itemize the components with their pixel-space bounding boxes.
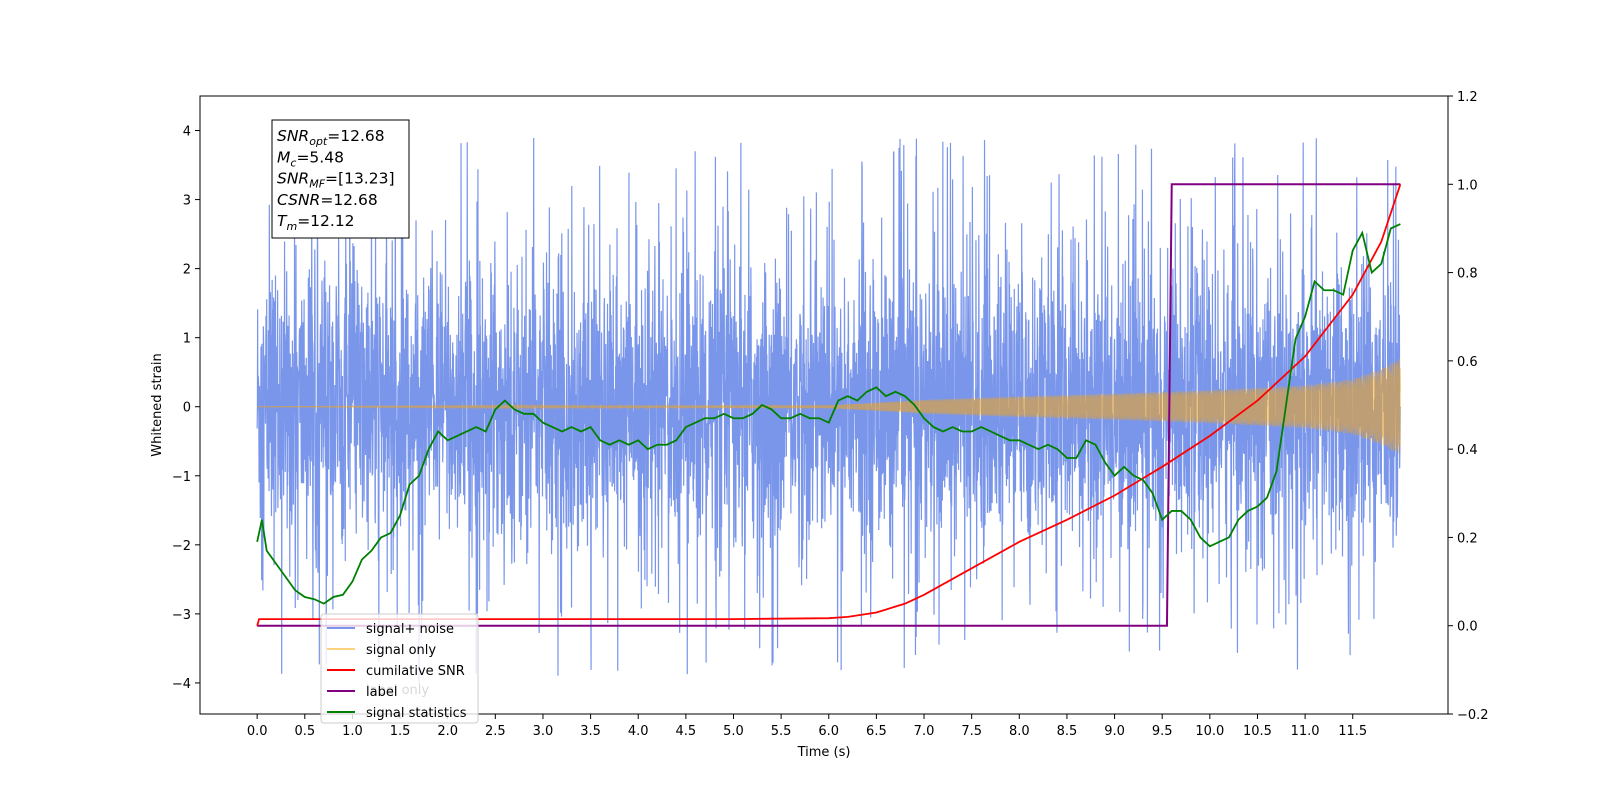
x-tick-label: 7.0 xyxy=(914,724,935,739)
y-tick-label: −3 xyxy=(172,608,191,623)
y-axis-left: −4 −3 −2 −1 0 1 2 3 4 xyxy=(172,125,200,692)
x-tick-label: 8.5 xyxy=(1057,724,1078,739)
y-axis-title: Whitened strain xyxy=(150,353,165,456)
x-tick-label: 11.0 xyxy=(1291,724,1320,739)
x-tick-label: 0.5 xyxy=(294,724,315,739)
series-signal-only xyxy=(257,358,1401,454)
series-signal-statistics xyxy=(256,223,1401,605)
x-tick-label: 11.5 xyxy=(1338,724,1367,739)
annotation-line: SNRopt=12.68 xyxy=(277,127,385,148)
x-tick-label: 10.5 xyxy=(1243,724,1272,739)
y2-tick-label: 0.8 xyxy=(1457,267,1478,282)
x-tick-label: 4.5 xyxy=(676,724,697,739)
x-tick-label: 9.0 xyxy=(1104,724,1125,739)
y-tick-label: 0 xyxy=(183,401,191,416)
x-tick-label: 8.0 xyxy=(1009,724,1030,739)
annotation-line: Tm=12.12 xyxy=(277,212,355,233)
y-tick-label: 4 xyxy=(183,125,191,140)
y-tick-label: −4 xyxy=(172,677,191,692)
x-tick-label: 7.5 xyxy=(961,724,982,739)
y-tick-label: 1 xyxy=(183,332,191,347)
annotation-line: Mc=5.48 xyxy=(277,148,344,169)
y2-tick-label: 0.0 xyxy=(1457,620,1478,635)
series-cumulative-snr xyxy=(256,184,1402,626)
x-tick-label: 6.5 xyxy=(866,724,887,739)
x-tick-label: 10.0 xyxy=(1195,724,1224,739)
plot-frame xyxy=(199,95,1449,715)
y-tick-label: 2 xyxy=(183,263,191,278)
legend-entry: signal statistics xyxy=(366,706,467,721)
y-tick-label: −2 xyxy=(172,539,191,554)
legend-entry: cumilative SNR xyxy=(366,664,465,679)
y2-tick-label: 0.4 xyxy=(1457,443,1478,458)
x-tick-label: 5.5 xyxy=(771,724,792,739)
annotation-frame xyxy=(271,119,410,239)
x-tick-label: 3.5 xyxy=(580,724,601,739)
legend: label only signal+ noise signal only cumil… xyxy=(320,613,479,724)
y2-tick-label: 0.6 xyxy=(1457,355,1478,370)
x-tick-label: 1.5 xyxy=(390,724,411,739)
legend-entry: signal only xyxy=(366,643,436,658)
x-tick-label: 0.0 xyxy=(247,724,268,739)
y-axis-right: −0.2 0.0 0.2 0.4 0.6 0.8 1.0 1.2 xyxy=(1448,90,1489,723)
y-tick-label: 3 xyxy=(183,194,191,209)
legend-entry: signal+ noise xyxy=(366,622,454,637)
y2-tick-label: 0.2 xyxy=(1457,531,1478,546)
x-tick-label: 2.5 xyxy=(485,724,506,739)
legend-hidden-text: label only xyxy=(366,683,429,698)
annotation-line: SNRMF=[13.23] xyxy=(277,170,395,191)
x-tick-label: 3.0 xyxy=(533,724,554,739)
x-tick-label: 5.0 xyxy=(723,724,744,739)
series-signal-noise xyxy=(256,138,1401,685)
x-axis-title: Time (s) xyxy=(797,745,851,760)
y2-tick-label: 1.2 xyxy=(1457,90,1478,105)
annotation-line: CSNR=12.68 xyxy=(277,191,378,209)
x-tick-label: 4.0 xyxy=(628,724,649,739)
series-layer xyxy=(256,138,1402,685)
series-label xyxy=(257,183,1401,627)
x-tick-label: 2.0 xyxy=(437,724,458,739)
x-tick-label: 1.0 xyxy=(342,724,363,739)
legend-entry: label xyxy=(366,685,397,700)
y2-tick-label: 1.0 xyxy=(1457,178,1478,193)
x-axis: 0.0 0.5 1.0 1.5 2.0 2.5 3.0 3.5 4.0 4.5 5.0 5.5 6.0 6… xyxy=(247,714,1367,739)
x-tick-label: 6.0 xyxy=(818,724,839,739)
annotation-box: SNRopt=12.68Mc=5.48SNRMF=[13.23]CSNR=12.… xyxy=(271,119,410,239)
y2-tick-label: −0.2 xyxy=(1457,708,1489,723)
y-tick-label: −1 xyxy=(172,470,191,485)
x-tick-label: 9.5 xyxy=(1152,724,1173,739)
legend-frame xyxy=(320,613,479,724)
